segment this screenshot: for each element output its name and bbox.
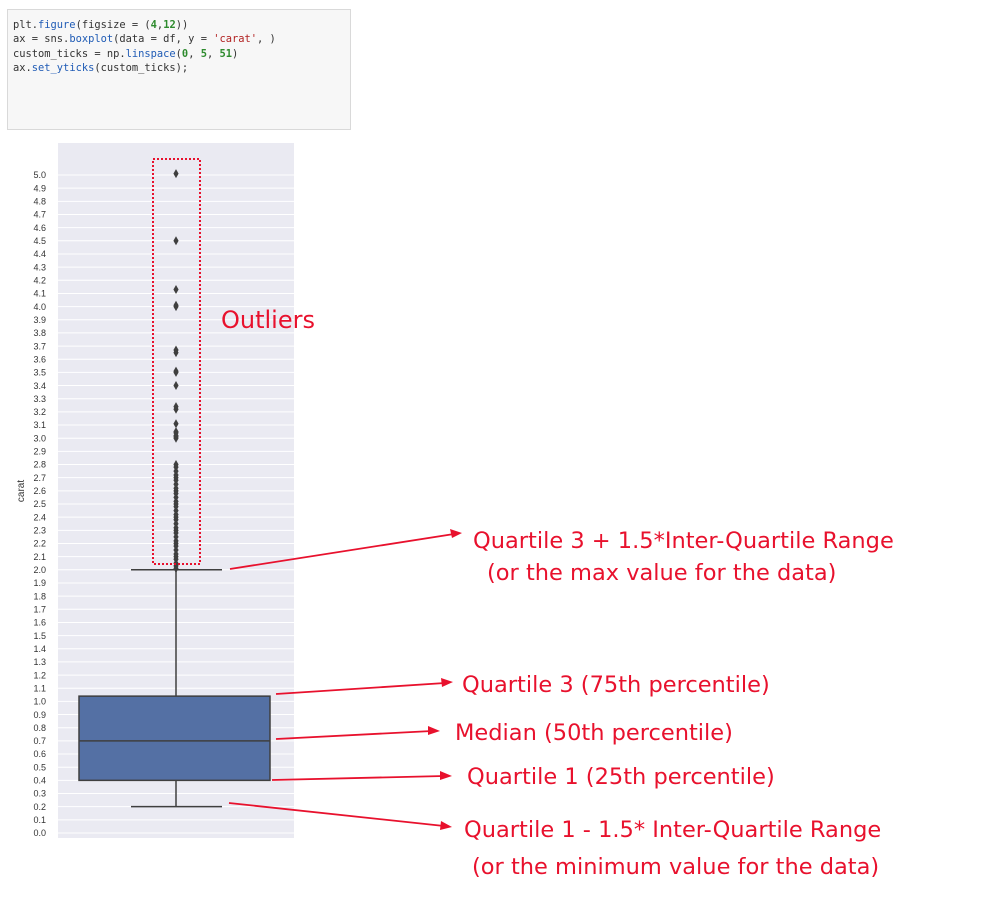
y-tick-label: 4.1 (33, 289, 46, 299)
y-tick-label: 4.2 (33, 275, 46, 285)
y-tick-label: 3.2 (33, 407, 46, 417)
y-tick-label: 1.5 (33, 631, 46, 641)
y-tick-label: 2.9 (33, 447, 46, 457)
y-tick-label: 0.1 (33, 815, 46, 825)
outlier-point (173, 169, 179, 179)
y-axis-label: carat (16, 480, 27, 502)
code-line: ax.set_yticks(custom_ticks); (13, 62, 189, 75)
y-tick-label: 2.0 (33, 565, 46, 575)
y-tick-label: 0.8 (33, 723, 46, 733)
y-tick-label: 2.2 (33, 539, 46, 549)
code-line: custom_ticks = np.linspace(0, 5, 51) (13, 47, 239, 60)
outlier-point (173, 345, 179, 355)
y-tick-label: 3.7 (33, 341, 46, 351)
y-tick-label: 3.6 (33, 354, 46, 364)
code-line: ax = sns.boxplot(data = df, y = 'carat',… (13, 33, 276, 46)
arrowhead-lower-whisker (440, 821, 452, 830)
annotation-q1: Quartile 1 (25th percentile) (467, 764, 775, 790)
y-tick-label: 4.5 (33, 236, 46, 246)
y-tick-label: 3.3 (33, 394, 46, 404)
y-tick-label: 0.2 (33, 802, 46, 812)
y-tick-label: 3.0 (33, 433, 46, 443)
y-tick-label: 2.3 (33, 526, 46, 536)
arrowhead-q3 (441, 678, 453, 687)
outlier-point (173, 381, 179, 391)
annotation-lower-whisker-line1: Quartile 1 - 1.5* Inter-Quartile Range (464, 817, 881, 843)
annotation-upper-whisker-line2: (or the max value for the data) (487, 560, 836, 586)
annotation-lower-whisker-line (228, 802, 445, 827)
y-tick-label: 3.4 (33, 381, 46, 391)
outlier-point (173, 402, 179, 412)
annotation-q3-line (275, 682, 446, 695)
y-tick-label: 2.7 (33, 473, 46, 483)
y-tick-label: 0.4 (33, 776, 46, 786)
y-tick-label: 2.1 (33, 552, 46, 562)
y-tick-label: 2.6 (33, 486, 46, 496)
y-tick-label: 4.6 (33, 223, 46, 233)
y-tick-label: 2.4 (33, 512, 46, 522)
outliers-highlight-box (152, 158, 201, 565)
box-iqr (78, 695, 271, 782)
annotation-upper-whisker-line1: Quartile 3 + 1.5*Inter-Quartile Range (473, 528, 894, 554)
y-tick-label: 1.2 (33, 670, 46, 680)
annotation-q3: Quartile 3 (75th percentile) (462, 672, 770, 698)
annotation-median-line (275, 730, 433, 740)
outlier-point (173, 427, 179, 437)
y-tick-label: 1.8 (33, 591, 46, 601)
y-tick-label: 0.3 (33, 789, 46, 799)
code-cell[interactable]: plt.figure(figsize = (4,12)) ax = sns.bo… (7, 9, 351, 130)
outlier-point (173, 300, 179, 310)
code-line: plt.figure(figsize = (4,12)) (13, 19, 189, 31)
y-tick-label: 1.0 (33, 697, 46, 707)
y-tick-label: 4.9 (33, 183, 46, 193)
annotation-q1-line (271, 775, 445, 781)
y-tick-label: 4.7 (33, 210, 46, 220)
annotation-lower-whisker-line2: (or the minimum value for the data) (472, 854, 879, 880)
y-tick-label: 4.3 (33, 262, 46, 272)
code-text: plt.figure(figsize = (4,12)) ax = sns.bo… (8, 10, 350, 76)
arrowhead-q1 (440, 771, 452, 780)
y-tick-label: 0.5 (33, 762, 46, 772)
y-tick-label: 0.9 (33, 710, 46, 720)
y-tick-label: 3.9 (33, 315, 46, 325)
y-tick-label: 3.8 (33, 328, 46, 338)
outlier-point (173, 236, 179, 246)
outlier-point (173, 419, 179, 429)
y-tick-label: 0.6 (33, 749, 46, 759)
y-tick-label: 4.4 (33, 249, 46, 259)
y-tick-label: 1.9 (33, 578, 46, 588)
annotation-upper-whisker (229, 533, 455, 570)
y-tick-label: 1.6 (33, 618, 46, 628)
y-tick-label: 1.7 (33, 604, 46, 614)
outlier-point (173, 284, 179, 294)
y-tick-label: 0.0 (33, 828, 46, 838)
y-tick-label: 4.0 (33, 302, 46, 312)
y-tick-label: 3.5 (33, 368, 46, 378)
annotation-outliers: Outliers (221, 306, 315, 334)
y-tick-label: 1.1 (33, 683, 46, 693)
arrowhead-upper-whisker (450, 529, 462, 538)
y-tick-label: 2.8 (33, 460, 46, 470)
y-tick-label: 2.5 (33, 499, 46, 509)
y-tick-label: 3.1 (33, 420, 46, 430)
outlier-point (173, 460, 179, 470)
outlier-point (173, 366, 179, 376)
y-tick-label: 4.8 (33, 197, 46, 207)
y-tick-label: 1.4 (33, 644, 46, 654)
y-tick-label: 1.3 (33, 657, 46, 667)
y-tick-label: 0.7 (33, 736, 46, 746)
arrowhead-median (428, 726, 440, 735)
y-tick-label: 5.0 (33, 170, 46, 180)
annotation-median: Median (50th percentile) (455, 720, 733, 746)
